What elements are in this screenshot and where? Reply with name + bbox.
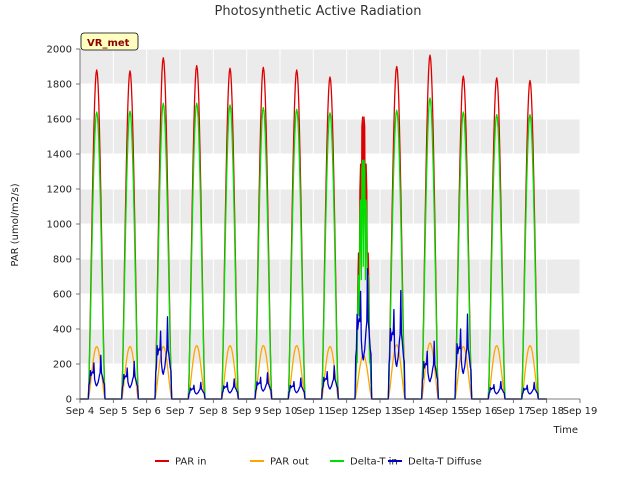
legend-label: PAR out [270,457,309,468]
x-tick-label: Sep 10 [263,406,298,417]
y-axis-label: PAR (umol/m2/s) [10,183,21,266]
x-tick-label: Sep 15 [429,406,464,417]
x-tick-label: Sep 11 [296,406,331,417]
x-tick-label: Sep 7 [166,406,194,417]
legend-label: Delta-T Diffuse [408,457,482,468]
grid-lines [79,48,581,400]
legend: PAR in PAR out Delta-T in Delta-T Diffuse [155,457,482,468]
y-tick-label: 1800 [47,80,72,91]
legend-item: PAR out [250,457,309,468]
x-tick-label: Sep 5 [99,406,127,417]
x-axis-label: Time [553,425,578,436]
legend-item: PAR in [155,457,206,468]
grid-band [80,189,580,224]
site-badge-label: VR_met [87,38,130,49]
y-tick-label: 600 [53,290,72,301]
legend-item: Delta-T in [330,457,398,468]
site-badge-box [80,32,139,51]
x-tick-label: Sep 9 [232,406,260,417]
y-tick-label: 200 [53,360,72,371]
y-tick-label: 800 [53,255,72,266]
site-badge: VR_met [80,32,139,51]
y-tick-label: 1400 [47,150,72,161]
grid-band [80,259,580,294]
y-axis-ticks: 0 200 400 600 800 1000 1200 1400 1600 1800 2000 [47,45,80,406]
x-tick-label: Sep 8 [199,406,227,417]
x-tick-label: Sep 13 [363,406,398,417]
legend-label: Delta-T in [350,457,398,468]
legend-label: PAR in [175,457,206,468]
x-tick-label: Sep 12 [329,406,364,417]
y-tick-label: 1600 [47,115,72,126]
y-tick-label: 2000 [47,45,72,56]
x-tick-label: Sep 14 [396,406,431,417]
x-tick-label: Sep 18 [529,406,564,417]
y-tick-label: 0 [66,395,72,406]
x-axis-ticks: Sep 4 Sep 5 Sep 6 Sep 7 Sep 8 Sep 9 Sep 10Sep … [66,399,598,417]
x-tick-label: Sep 16 [463,406,498,417]
y-tick-label: 400 [53,325,72,336]
x-tick-label: Sep 4 [66,406,94,417]
y-tick-label: 1000 [47,220,72,231]
x-tick-label: Sep 19 [563,406,598,417]
legend-item: Delta-T Diffuse [388,457,482,468]
x-tick-label: Sep 6 [132,406,160,417]
x-tick-label: Sep 17 [496,406,531,417]
chart-title: Photosynthetic Active Radiation [215,4,422,19]
grid-band [80,119,580,154]
y-tick-label: 1200 [47,185,72,196]
